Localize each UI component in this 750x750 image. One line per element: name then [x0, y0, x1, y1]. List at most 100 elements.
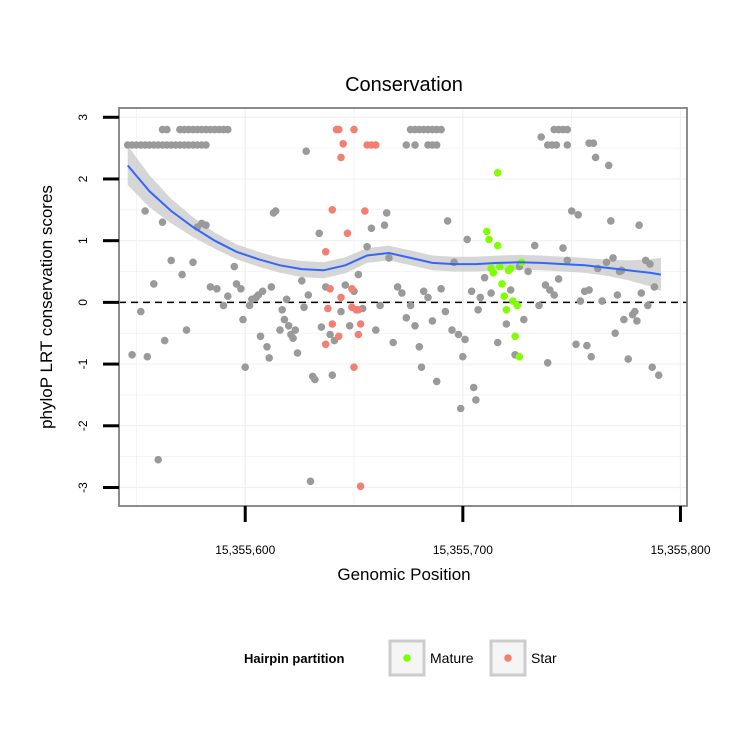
y-tick-label: 0 — [76, 299, 90, 306]
background-point — [263, 343, 271, 351]
background-point — [437, 125, 445, 134]
background-point — [224, 292, 232, 301]
background-point — [189, 258, 197, 267]
background-point — [265, 354, 274, 362]
chart-title: Conservation — [345, 74, 463, 96]
background-point — [487, 289, 495, 297]
background-point — [302, 147, 311, 155]
background-point — [389, 338, 398, 347]
background-point — [258, 287, 267, 296]
background-point — [644, 301, 652, 310]
background-point — [546, 286, 554, 294]
mature-point — [485, 235, 493, 244]
smooth-confidence-band — [127, 145, 661, 292]
star-point — [335, 332, 343, 341]
background-point — [363, 243, 371, 251]
background-point — [278, 306, 287, 314]
star-point — [337, 293, 345, 302]
legend: Hairpin partition Mature Star — [244, 639, 557, 677]
background-point — [563, 125, 572, 134]
star-point — [343, 229, 352, 238]
mature-point — [493, 169, 502, 177]
background-point — [354, 270, 363, 279]
x-axis: 15,355,600 15,355,700 15,355,800 — [215, 506, 711, 557]
background-point — [448, 326, 456, 334]
background-point — [530, 241, 539, 250]
background-point — [182, 326, 191, 334]
background-point — [650, 283, 659, 291]
y-tick-label: 2 — [76, 175, 90, 182]
x-tick-label: 15,355,600 — [215, 543, 275, 557]
x-axis-title: Genomic Position — [337, 565, 470, 584]
mature-point — [511, 332, 519, 341]
star-point — [326, 285, 334, 293]
background-point — [646, 260, 654, 268]
background-point — [317, 323, 326, 331]
x-tick-label: 15,355,800 — [650, 543, 710, 557]
background-point — [245, 301, 254, 310]
background-point — [543, 359, 552, 367]
background-point — [326, 330, 334, 339]
background-point — [230, 262, 239, 271]
background-point — [520, 315, 528, 324]
background-point — [552, 141, 561, 149]
background-point — [237, 285, 245, 293]
background-point — [241, 363, 249, 372]
background-point — [304, 291, 313, 299]
background-point — [280, 315, 289, 324]
background-point — [298, 277, 306, 285]
background-point — [178, 270, 186, 279]
background-point — [300, 303, 308, 312]
background-point — [554, 275, 563, 283]
background-point — [385, 254, 393, 262]
background-point — [372, 326, 380, 334]
mature-point — [498, 280, 506, 288]
background-point — [158, 218, 167, 226]
x-tick-label: 15,355,700 — [433, 543, 493, 557]
background-point — [583, 341, 591, 350]
star-point — [348, 285, 356, 293]
background-point — [535, 301, 543, 310]
background-point — [454, 330, 463, 339]
star-point — [350, 363, 358, 372]
background-point — [293, 349, 302, 357]
background-point — [282, 295, 291, 304]
background-point — [202, 141, 210, 149]
background-point — [437, 285, 445, 293]
star-point — [356, 320, 365, 328]
background-point — [635, 221, 643, 229]
y-tick-label: 1 — [76, 237, 90, 244]
background-point — [341, 281, 350, 289]
star-point — [356, 482, 365, 491]
mature-point — [500, 292, 509, 301]
background-point — [315, 229, 324, 238]
background-point — [469, 383, 478, 392]
background-point — [411, 322, 419, 330]
background-point — [367, 224, 376, 233]
grid-lines — [119, 108, 687, 506]
y-tick-label: 3 — [76, 114, 90, 121]
background-point — [648, 363, 656, 372]
background-point — [224, 125, 232, 134]
background-point — [402, 141, 411, 149]
background-point — [202, 221, 210, 229]
star-point — [361, 207, 369, 215]
background-point — [467, 287, 476, 296]
background-point — [585, 286, 593, 294]
mature-point — [513, 301, 522, 310]
star-point — [328, 206, 337, 214]
background-point — [563, 256, 572, 265]
background-point — [587, 352, 595, 361]
background-point — [424, 293, 432, 302]
legend-label-star: Star — [531, 650, 557, 666]
background-point — [160, 336, 169, 345]
background-point — [219, 301, 228, 310]
background-point — [572, 340, 580, 349]
background-point — [143, 352, 152, 361]
background-point — [411, 141, 419, 149]
background-point — [461, 335, 469, 344]
background-point — [419, 287, 428, 296]
background-point — [311, 375, 319, 384]
background-point — [624, 355, 632, 363]
background-point — [459, 352, 467, 361]
